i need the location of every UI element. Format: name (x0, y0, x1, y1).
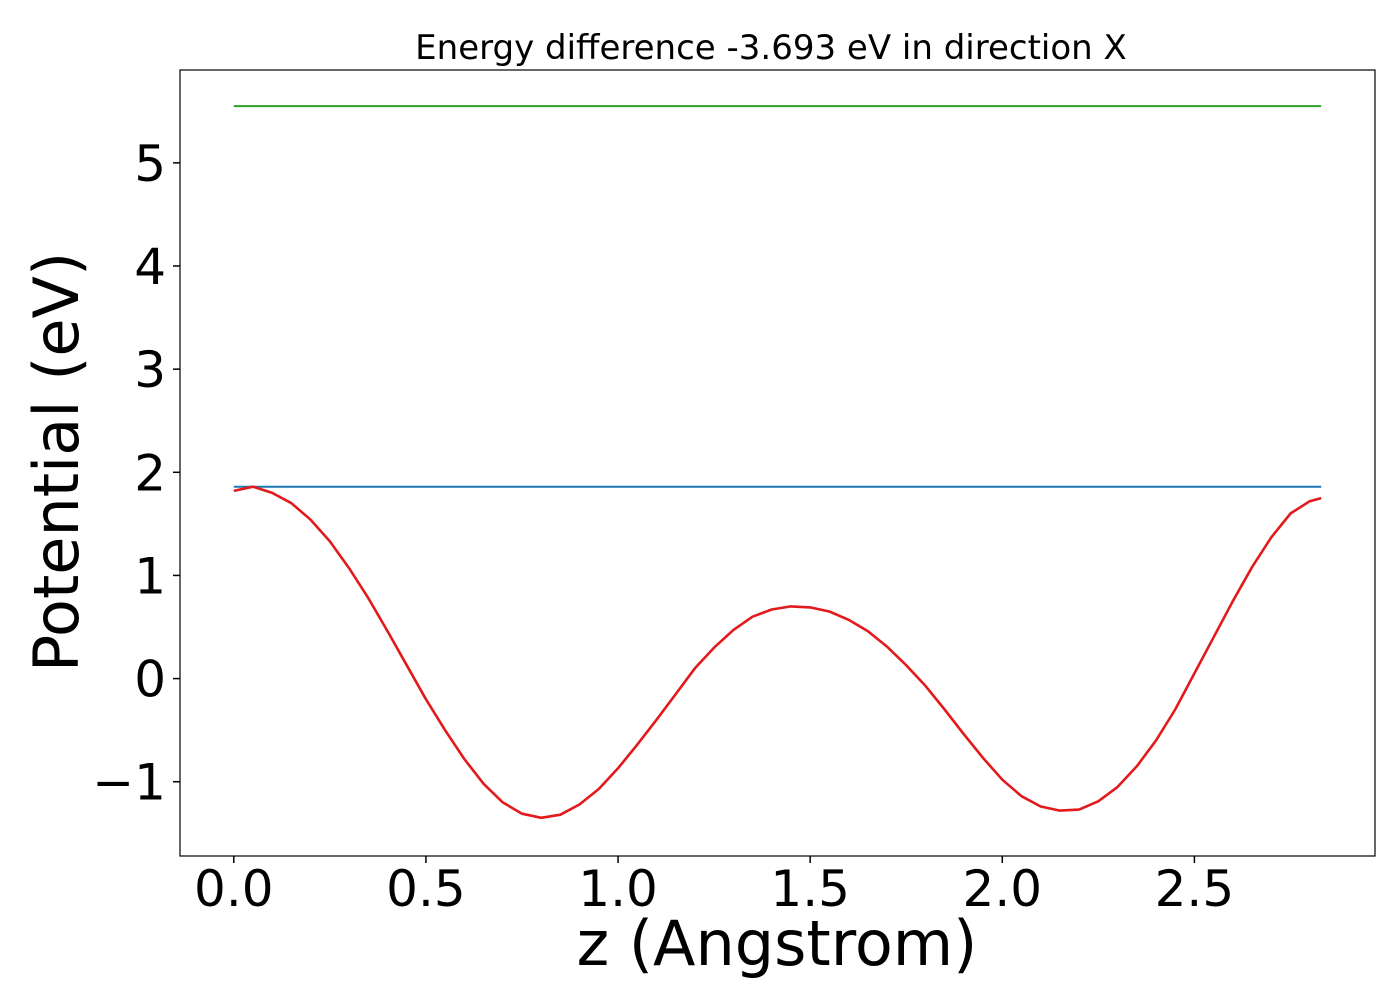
chart-title: Energy difference -3.693 eV in direction… (415, 28, 1127, 68)
y-tick-label: 4 (134, 238, 166, 296)
y-axis-label: Potential (eV) (20, 252, 93, 672)
y-tick-label: 1 (134, 547, 166, 605)
x-tick-label: 1.5 (770, 860, 850, 918)
x-tick-label: 2.0 (963, 860, 1043, 918)
y-tick-label: 0 (134, 651, 166, 709)
plot-lines (233, 105, 1322, 820)
y-tick-label: 3 (134, 341, 166, 399)
x-axis: 0.0 0.5 1.0 1.5 2.0 2.5 (194, 856, 1234, 918)
x-axis-label: z (Angstrom) (577, 907, 978, 980)
plot-frame (179, 69, 1376, 857)
y-tick-label: −1 (92, 754, 166, 812)
y-tick-label: 2 (134, 444, 166, 502)
y-axis: −1 0 1 2 3 4 5 (92, 135, 180, 812)
x-tick-label: 1.0 (578, 860, 658, 918)
x-tick-label: 2.5 (1155, 860, 1235, 918)
y-tick-label: 5 (134, 135, 166, 193)
x-tick-label: 0.5 (386, 860, 466, 918)
x-tick-label: 0.0 (194, 860, 274, 918)
series-line-3 (233, 485, 1322, 820)
